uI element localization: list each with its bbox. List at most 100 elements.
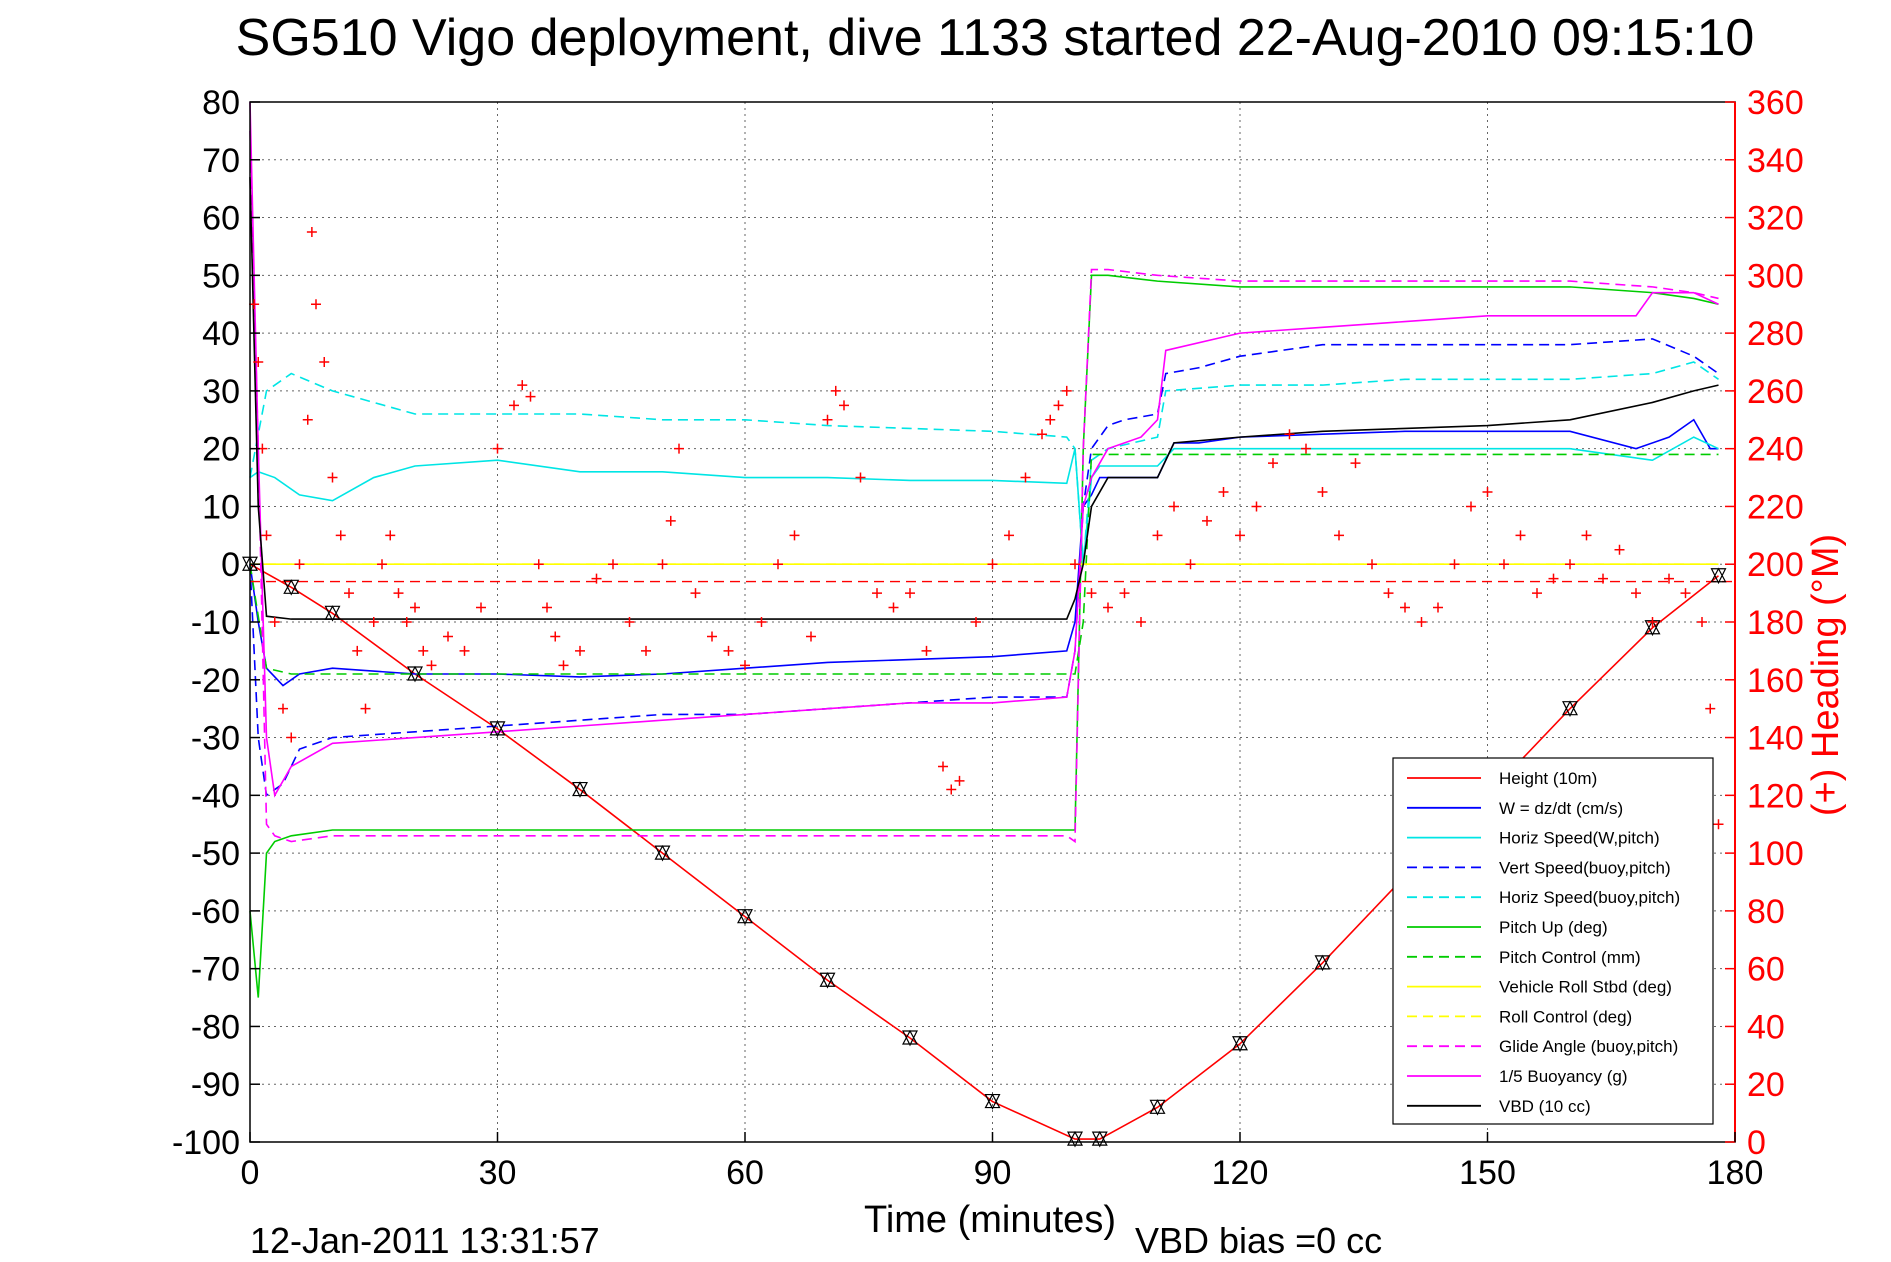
heading-point-105: [1631, 588, 1641, 599]
right-tick-label-8: 200: [1747, 546, 1804, 584]
heading-point-72: [1086, 588, 1097, 599]
heading-point-25: [443, 631, 453, 642]
heading-point-68: [1045, 414, 1056, 425]
heading-point-21: [401, 617, 412, 627]
heading-point-62: [954, 775, 965, 786]
heading-point-17: [368, 617, 379, 627]
heading-point-73: [1103, 602, 1113, 613]
heading-point-110: [1705, 703, 1716, 714]
heading-point-50: [789, 530, 800, 541]
heading-point-12: [327, 472, 338, 483]
heading-point-99: [1532, 588, 1542, 599]
series-layer: [241, 101, 1735, 1148]
series-line-4: [249, 361, 1719, 565]
heading-point-103: [1598, 573, 1608, 584]
heading-point-28: [492, 443, 503, 454]
legend-label-5: Pitch Up (deg): [1499, 918, 1608, 937]
heading-point-9: [306, 227, 317, 237]
heading-point-59: [921, 645, 932, 656]
height-marker-11: [1066, 1130, 1084, 1148]
heading-point-18: [377, 559, 387, 570]
heading-point-8: [302, 414, 313, 425]
series-line-9: [249, 130, 1719, 844]
height-marker-18: [1561, 700, 1579, 718]
right-tick-label-2: 320: [1747, 200, 1804, 238]
heading-point-75: [1136, 617, 1146, 627]
left-tick-label-2: 60: [202, 200, 240, 238]
heading-point-83: [1268, 458, 1278, 469]
heading-point-79: [1202, 515, 1212, 526]
legend-label-1: W = dz/dt (cm/s): [1499, 799, 1623, 818]
heading-point-86: [1317, 487, 1328, 497]
left-tick-label-16: -80: [191, 1008, 240, 1046]
right-tick-label-0: 360: [1747, 84, 1804, 122]
heading-point-82: [1251, 501, 1262, 512]
heading-point-42: [665, 515, 676, 526]
left-tick-label-17: -90: [191, 1066, 240, 1104]
heading-points: [249, 227, 1724, 830]
heading-point-69: [1053, 400, 1064, 411]
heading-point-63: [971, 617, 981, 627]
heading-point-100: [1548, 573, 1559, 584]
x-tick-label-3: 90: [974, 1154, 1012, 1192]
left-tick-label-4: 40: [202, 315, 240, 353]
left-tick-label-3: 50: [202, 257, 240, 295]
heading-point-87: [1334, 530, 1344, 541]
legend-label-2: Horiz Speed(W,pitch): [1499, 829, 1660, 848]
right-tick-label-10: 160: [1747, 662, 1804, 700]
right-tick-label-9: 180: [1747, 604, 1804, 642]
heading-point-15: [352, 645, 363, 656]
right-tick-label-5: 260: [1747, 373, 1804, 411]
heading-point-24: [426, 660, 437, 671]
heading-point-80: [1218, 487, 1229, 497]
right-tick-label-17: 20: [1747, 1066, 1785, 1104]
right-tick-label-4: 280: [1747, 315, 1804, 353]
left-tick-label-18: -100: [172, 1124, 240, 1162]
heading-point-93: [1433, 602, 1443, 613]
x-tick-label-0: 0: [241, 1154, 260, 1192]
heading-point-1: [253, 357, 264, 367]
heading-point-34: [550, 631, 561, 642]
heading-point-57: [888, 602, 899, 613]
heading-point-30: [517, 380, 528, 391]
right-tick-label-3: 300: [1747, 257, 1804, 295]
heading-point-85: [1301, 443, 1311, 454]
heading-point-6: [286, 732, 297, 743]
height-marker-5: [571, 781, 589, 798]
legend-label-8: Roll Control (deg): [1499, 1007, 1632, 1026]
x-tick-label-6: 180: [1707, 1154, 1764, 1192]
series-line-5: [249, 274, 1719, 998]
legend-label-3: Vert Speed(buoy,pitch): [1499, 858, 1671, 877]
legend-box: [1392, 757, 1714, 1125]
left-tick-label-14: -60: [191, 893, 240, 931]
height-marker-1: [283, 579, 300, 596]
heading-point-45: [707, 631, 717, 642]
series-line-3: [249, 338, 1719, 797]
series-line-11: [249, 177, 1719, 620]
heading-point-52: [822, 414, 833, 425]
heading-point-97: [1499, 559, 1509, 570]
height-marker-6: [654, 844, 671, 862]
heading-point-77: [1169, 501, 1179, 512]
heading-point-44: [690, 588, 701, 599]
heading-point-29: [509, 400, 519, 411]
left-tick-label-15: -70: [191, 951, 240, 989]
height-marker-10: [984, 1093, 1001, 1110]
height-marker-15: [1314, 954, 1331, 972]
heading-point-89: [1367, 559, 1377, 570]
right-tick-label-16: 40: [1747, 1008, 1785, 1046]
legend-label-0: Height (10m): [1499, 769, 1597, 788]
heading-point-84: [1284, 429, 1295, 440]
heading-point-41: [657, 559, 668, 570]
heading-point-56: [872, 588, 882, 599]
heading-point-0: [249, 299, 260, 310]
right-axis: 3603403203002802602402202001801601401201…: [1725, 84, 1804, 1162]
left-tick-label-13: -50: [191, 835, 240, 873]
heading-point-36: [575, 645, 585, 656]
left-tick-label-10: -20: [191, 662, 240, 700]
legend-label-7: Vehicle Roll Stbd (deg): [1499, 978, 1672, 997]
right-tick-label-18: 0: [1747, 1124, 1766, 1162]
heading-point-109: [1697, 617, 1707, 627]
